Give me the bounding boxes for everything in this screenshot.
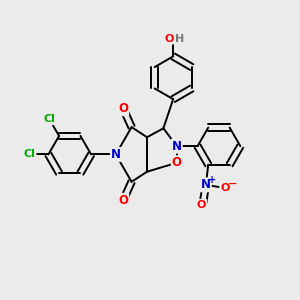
Text: O: O (118, 102, 128, 115)
Text: O: O (165, 34, 174, 44)
Text: +: + (208, 175, 217, 184)
Text: Cl: Cl (24, 149, 36, 160)
Text: O: O (118, 194, 128, 207)
Text: O: O (172, 156, 182, 169)
Text: N: N (172, 140, 182, 153)
Text: N: N (201, 178, 211, 191)
Text: H: H (175, 34, 184, 44)
Text: Cl: Cl (44, 114, 56, 124)
Text: O: O (197, 200, 206, 210)
Text: O: O (220, 183, 230, 193)
Text: N: N (111, 148, 121, 161)
Text: −: − (228, 178, 237, 188)
